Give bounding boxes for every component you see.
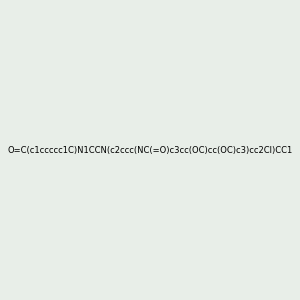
Text: O=C(c1ccccc1C)N1CCN(c2ccc(NC(=O)c3cc(OC)cc(OC)c3)cc2Cl)CC1: O=C(c1ccccc1C)N1CCN(c2ccc(NC(=O)c3cc(OC)… xyxy=(8,146,292,154)
